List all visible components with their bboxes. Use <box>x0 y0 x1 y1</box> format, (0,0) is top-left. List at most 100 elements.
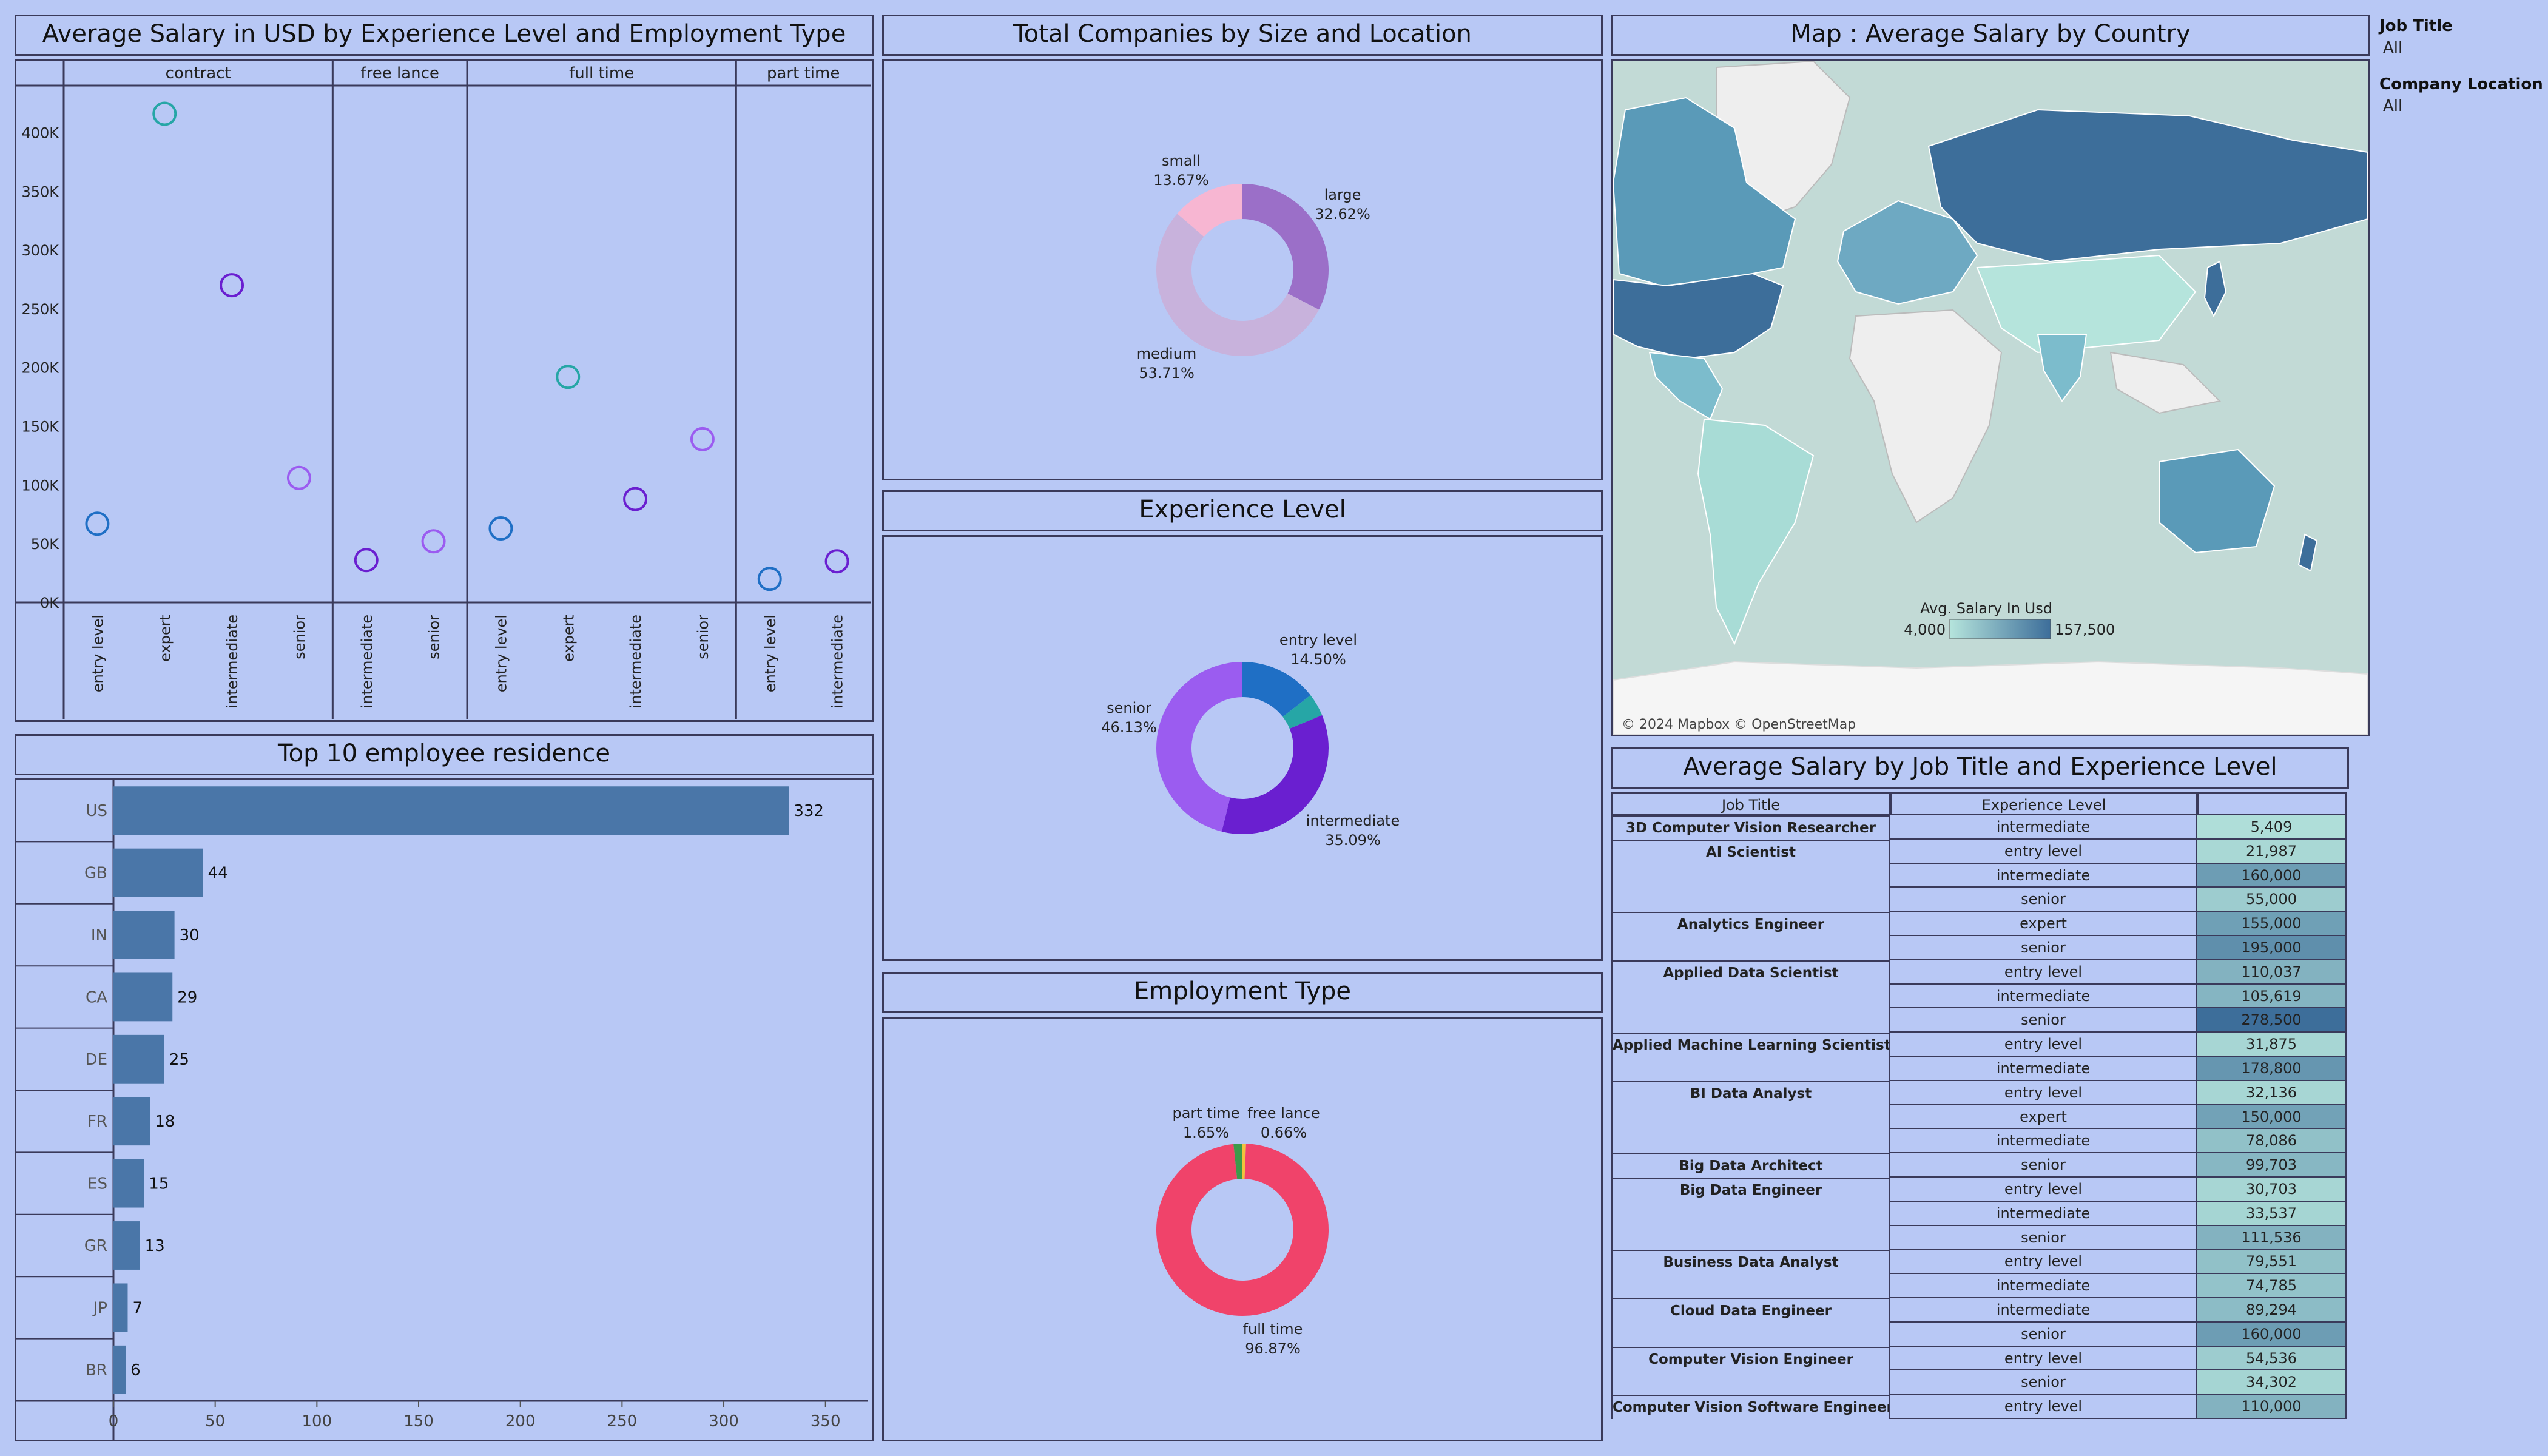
experience-panel: entry level 14.50% intermediate 35.09% senio… <box>882 535 1603 961</box>
table-row-level: expert <box>1890 1105 2197 1130</box>
bar[interactable] <box>113 786 789 835</box>
world-map[interactable]: Avg. Salary In Usd 4,000 157,500 © 2024 … <box>1613 61 2368 735</box>
table-row-level: entry level <box>1890 1395 2197 1419</box>
slice-label: medium <box>1137 345 1197 362</box>
scatter-point[interactable] <box>220 273 244 298</box>
table-row-value: 178,800 <box>2197 1057 2347 1081</box>
donut-slice[interactable] <box>1156 214 1320 356</box>
bar[interactable] <box>113 1283 128 1332</box>
bar[interactable] <box>113 911 175 959</box>
table-row-level: intermediate <box>1890 863 2197 888</box>
india-shape <box>2037 334 2088 402</box>
x-tick-label: intermediate <box>627 615 644 708</box>
scatter-point[interactable] <box>354 548 379 573</box>
table-row-value: 32,136 <box>2197 1080 2347 1105</box>
x-tick-label: 300 <box>709 1412 739 1431</box>
table-row-level: intermediate <box>1890 1201 2197 1226</box>
slice-label: senior <box>1107 699 1151 716</box>
table-row-value: 105,619 <box>2197 984 2347 1009</box>
table-row-value: 74,785 <box>2197 1274 2347 1298</box>
scatter-point[interactable] <box>488 516 513 541</box>
x-tick-label: entry level <box>762 615 779 692</box>
bar[interactable] <box>113 1097 150 1146</box>
company-size-donut: large 32.62% medium 53.71% small 13.67% <box>1137 152 1370 382</box>
usa-shape <box>1613 272 1784 360</box>
scatter-point[interactable] <box>623 487 648 511</box>
scatter-point[interactable] <box>824 549 849 574</box>
nz-shape <box>2297 533 2318 572</box>
y-tick-label: 200K <box>21 360 59 377</box>
table-row-value: 150,000 <box>2197 1105 2347 1130</box>
donut-slice[interactable] <box>1282 695 1323 729</box>
scatter-point[interactable] <box>757 567 782 592</box>
experience-donut: entry level 14.50% intermediate 35.09% senio… <box>1101 632 1400 849</box>
bar-value-label: 13 <box>145 1237 165 1255</box>
y-tick-label: 100K <box>21 477 59 494</box>
slice-pct: 14.50% <box>1290 651 1346 668</box>
x-tick-label: 150 <box>403 1412 434 1431</box>
table-row-level: senior <box>1890 936 2197 960</box>
job-title-filter-value[interactable]: All <box>2383 39 2403 57</box>
scatter-point[interactable] <box>152 101 177 126</box>
scatter-point[interactable] <box>85 511 110 536</box>
donut-slice[interactable] <box>1156 662 1242 832</box>
bar-value-label: 7 <box>132 1299 143 1317</box>
bar[interactable] <box>113 1221 140 1270</box>
asia-shape <box>1976 254 2197 354</box>
table-row-value: 160,000 <box>2197 1322 2347 1347</box>
x-tick-label: entry level <box>89 615 106 692</box>
jobtable-title: Average Salary by Job Title and Experien… <box>1611 747 2349 789</box>
bar[interactable] <box>113 1159 144 1208</box>
bar-value-label: 30 <box>180 926 200 945</box>
scatter-point[interactable] <box>556 365 581 389</box>
bar[interactable] <box>113 972 173 1022</box>
bar[interactable] <box>113 1345 126 1394</box>
company-location-filter-value[interactable]: All <box>2383 97 2403 115</box>
y-tick-label: 400K <box>21 124 59 141</box>
bar-category-label: IN <box>91 926 107 945</box>
donut-slice[interactable] <box>1233 1144 1242 1179</box>
scatter-point[interactable] <box>690 426 715 451</box>
slice-label: entry level <box>1279 632 1357 649</box>
bar-category-label: BR <box>86 1361 107 1380</box>
map-panel[interactable]: Avg. Salary In Usd 4,000 157,500 © 2024 … <box>1611 59 2370 736</box>
bar-category-label: GB <box>84 864 107 883</box>
bar-value-label: 25 <box>169 1051 189 1069</box>
map-attribution: © 2024 Mapbox © OpenStreetMap <box>1622 717 1856 732</box>
table-row-title <box>1611 984 1890 1009</box>
bar-value-label: 29 <box>177 988 197 1006</box>
bar-category-label: JP <box>92 1299 107 1317</box>
donut-slice[interactable] <box>1242 662 1311 717</box>
donut-slice[interactable] <box>1242 1144 1246 1179</box>
map-title: Map : Average Salary by Country <box>1611 15 2370 56</box>
donut-slice[interactable] <box>1177 184 1242 237</box>
canada-shape <box>1613 96 1796 287</box>
donut-slice[interactable] <box>1156 1144 1329 1316</box>
slice-label: intermediate <box>1306 812 1400 829</box>
table-row-value: 155,000 <box>2197 912 2347 936</box>
table-row-title <box>1611 1057 1890 1081</box>
table-row-title <box>1611 936 1890 960</box>
table-row-title <box>1611 1370 1890 1395</box>
scatter-title: Average Salary in USD by Experience Leve… <box>15 15 874 56</box>
table-row-title <box>1611 1129 1890 1154</box>
table-row-level: expert <box>1890 912 2197 936</box>
australia-shape <box>2159 448 2276 554</box>
bar-category-label: ES <box>87 1175 107 1193</box>
africa-shape <box>1849 309 2003 524</box>
slice-pct: 96.87% <box>1245 1340 1301 1357</box>
x-tick-label: intermediate <box>224 615 241 708</box>
slice-pct: 0.66% <box>1261 1124 1307 1141</box>
table-row-title: Computer Vision Software Engineer <box>1611 1395 1890 1419</box>
donut-slice[interactable] <box>1242 184 1329 310</box>
slice-pct: 13.67% <box>1153 172 1209 189</box>
table-row-value: 79,551 <box>2197 1250 2347 1275</box>
table-row-value: 30,703 <box>2197 1178 2347 1202</box>
companies-title: Total Companies by Size and Location <box>882 15 1603 56</box>
donut-slice[interactable] <box>1221 715 1329 834</box>
scatter-point[interactable] <box>421 529 446 554</box>
bar[interactable] <box>113 1034 164 1084</box>
x-tick-label: intermediate <box>359 615 376 708</box>
scatter-point[interactable] <box>286 465 311 490</box>
bar[interactable] <box>113 848 203 897</box>
